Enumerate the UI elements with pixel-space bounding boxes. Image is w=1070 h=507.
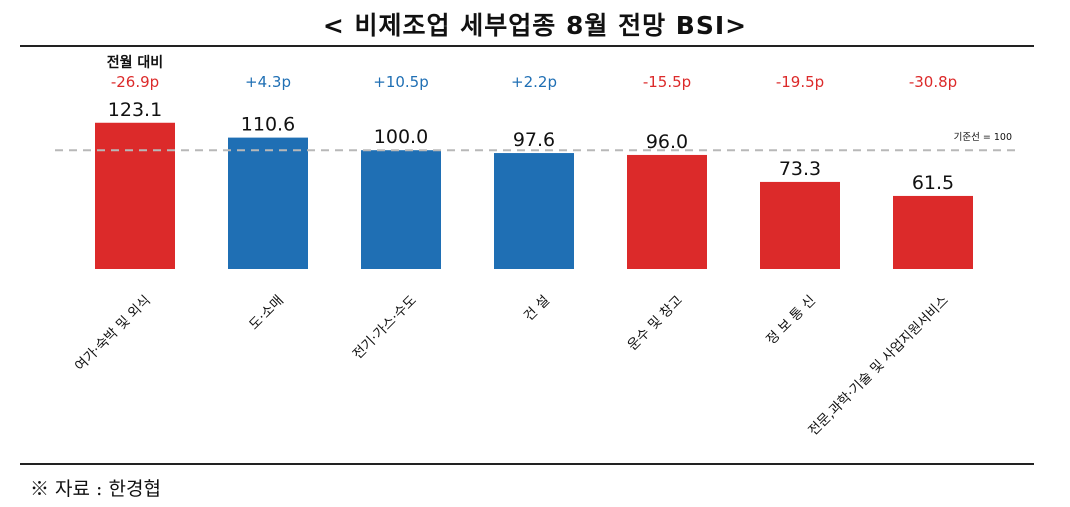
monthly-change-label: +2.2p — [511, 73, 557, 91]
delta-caption: 전월 대비 — [107, 54, 163, 71]
monthly-change-label: -15.5p — [643, 73, 691, 91]
bar-value-label: 97.6 — [513, 129, 555, 151]
category-label: 여가·숙박 및 외식 — [72, 293, 154, 375]
source-note: ※ 자료 : 한경협 — [30, 478, 161, 500]
bar-value-label: 110.6 — [241, 114, 295, 136]
category-label: 전문,과학·기술 및 사업지원서비스 — [805, 293, 951, 439]
bar-value-label: 100.0 — [374, 126, 428, 148]
bar — [893, 195, 973, 269]
bar — [627, 154, 707, 269]
category-label: 운수 및 창고 — [625, 293, 686, 354]
monthly-change-label: -26.9p — [111, 73, 159, 91]
monthly-change-label: -30.8p — [909, 73, 957, 91]
category-label: 도·소매 — [246, 293, 287, 334]
bar — [361, 150, 441, 269]
bar-value-label: 96.0 — [646, 131, 688, 153]
bar — [760, 181, 840, 269]
monthly-change-label: +4.3p — [245, 73, 291, 91]
bar-chart: 전월 대비 123.1 -26.9p 여가·숙박 및 외식 110.6 +4.3p 도·소매… — [55, 54, 1015, 439]
bottom-rule — [20, 463, 1034, 465]
monthly-change-label: -19.5p — [776, 73, 824, 91]
bar — [228, 137, 308, 269]
category-label: 건 설 — [521, 293, 553, 325]
bar — [95, 122, 175, 269]
category-label: 정 보 통 신 — [763, 293, 819, 349]
reference-line-label: 기준선 = 100 — [954, 132, 1012, 143]
bar-value-label: 123.1 — [108, 99, 162, 121]
category-label: 전기·가스·수도 — [350, 293, 420, 363]
bar-value-label: 61.5 — [912, 172, 954, 194]
bar-value-label: 73.3 — [779, 158, 821, 180]
bar — [494, 153, 574, 269]
chart-title: < 비제조업 세부업종 8월 전망 BSI> — [322, 11, 748, 40]
top-rule — [20, 45, 1034, 47]
monthly-change-label: +10.5p — [373, 73, 429, 91]
